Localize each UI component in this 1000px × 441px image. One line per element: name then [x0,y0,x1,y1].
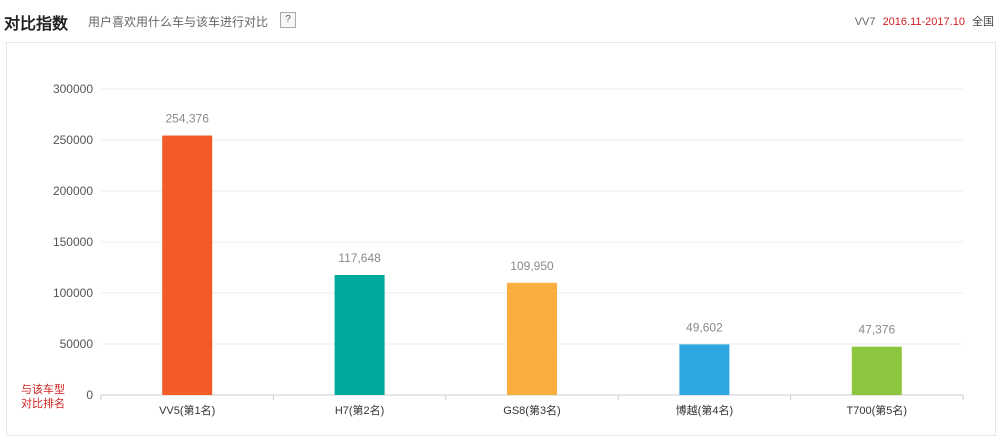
x-category-label: GS8(第3名) [503,403,560,417]
bar-3 [507,282,557,395]
y-tick-label: 50000 [60,337,94,351]
rank-axis-note: 对比排名 [21,396,65,410]
x-category-label: T700(第5名) [847,403,908,417]
bar-value-label: 117,648 [338,251,381,265]
rank-axis-note: 与该车型 [21,382,65,396]
y-tick-label: 0 [86,388,93,402]
region-selector[interactable]: 全国 [972,16,994,28]
x-category-label: VV5(第1名) [159,403,215,417]
y-tick-label: 100000 [53,286,93,300]
y-tick-label: 300000 [53,82,93,96]
y-tick-label: 150000 [53,235,93,249]
bar-2 [334,274,385,395]
bar-value-label: 254,376 [166,112,210,126]
bar-value-label: 49,602 [686,320,723,334]
y-tick-label: 200000 [53,184,93,198]
header: 对比指数 用户喜欢用什么车与该车进行对比 ? VV7 2016.11-2017.… [0,0,1000,42]
bar-value-label: 47,376 [858,323,895,337]
bar-chart: 0 50000 100000 150000 200000 250000 300000 254,… [21,82,964,417]
x-category-label: H7(第2名) [335,403,385,417]
chart-panel: 0 50000 100000 150000 200000 250000 300000 254,… [6,42,996,436]
bar-5 [851,346,902,395]
page-subtitle: 用户喜欢用什么车与该车进行对比 [88,15,269,29]
x-category-label: 博越(第4名) [676,403,733,417]
bar-4 [679,344,730,395]
help-icon[interactable]: ? [280,12,296,28]
page-title: 对比指数 [4,16,69,33]
bar-1 [162,135,213,395]
date-range[interactable]: 2016.11-2017.10 [882,16,965,28]
filter-info: VV7 2016.11-2017.10 全国 [855,13,994,29]
bar-value-label: 109,950 [510,259,554,273]
model-name: VV7 [854,16,876,28]
y-tick-label: 250000 [53,133,93,147]
